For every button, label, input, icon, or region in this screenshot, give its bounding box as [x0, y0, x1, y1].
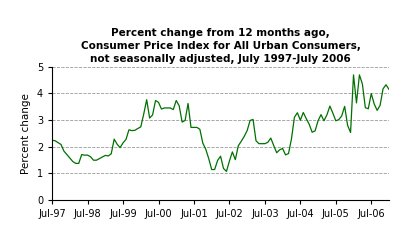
Y-axis label: Percent change: Percent change [21, 93, 31, 174]
Title: Percent change from 12 months ago,
Consumer Price Index for All Urban Consumers,: Percent change from 12 months ago, Consu… [81, 28, 360, 64]
